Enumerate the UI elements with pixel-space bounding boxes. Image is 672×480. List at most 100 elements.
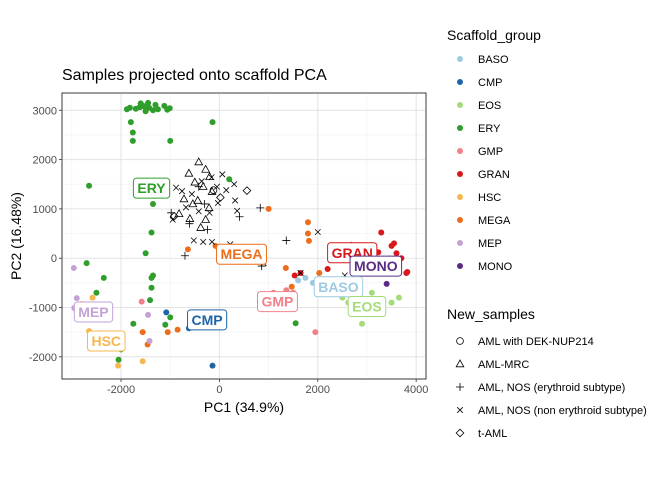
y-tick-label: -1000: [29, 303, 57, 315]
legend-label: AML-MRC: [478, 359, 529, 371]
scaffold-legend: BASO CMP EOS ERY GMP GRAN HSC MEGA MEP MONO: [457, 54, 513, 273]
y-axis: -2000 -1000 0 1000 2000 3000: [29, 105, 62, 364]
scaffold-point-mega: [265, 205, 272, 212]
group-label-text: MEP: [78, 304, 108, 320]
legend-key-mep: [457, 240, 463, 246]
scaffold-point-gmp: [138, 298, 145, 305]
scaffold-point-baso: [295, 277, 302, 284]
legend-key-cmp: [457, 79, 463, 85]
sample-marker-triangle: [188, 199, 198, 208]
y-tick-label: 2000: [33, 155, 57, 167]
legend-key-plus-icon: [456, 383, 464, 391]
scaffold-point-ery: [127, 119, 134, 126]
scaffold-point-ery: [166, 105, 173, 112]
scaffold-point-gran: [403, 269, 410, 276]
plot-panel-border: [61, 92, 427, 380]
sample-marker-triangle: [207, 186, 217, 195]
group-label-mono: MONO: [349, 255, 403, 277]
legend-label: ERY: [478, 123, 501, 135]
scaffold-point-mono: [383, 280, 390, 287]
group-label-box: [187, 309, 228, 331]
sample-marker-x: [213, 183, 221, 190]
legend-item-sample-diamond: t-AML: [455, 428, 507, 440]
scaffold-point-ery: [129, 137, 136, 144]
sample-marker-plus: [200, 199, 209, 208]
scaffold-point-hsc: [89, 294, 96, 301]
sample-marker-triangle: [204, 203, 214, 212]
scaffold-point-ery: [93, 289, 100, 296]
legend-key-gmp: [457, 148, 463, 154]
scaffold-point-mega: [288, 283, 295, 290]
sample-marker-plus: [194, 182, 203, 191]
sample-marker-plus: [256, 203, 265, 212]
scaffold-point-mega: [305, 237, 312, 244]
legend-key-ery: [457, 125, 463, 131]
group-label-box: [86, 330, 126, 352]
samples-legend-title: New_samples: [447, 306, 535, 322]
group-label-hsc: HSC: [86, 330, 126, 352]
sample-marker-diamond: [169, 211, 179, 221]
samples-legend: AML with DEK-NUP214 AML-MRC AML, NOS (eryt…: [455, 336, 647, 440]
sample-marker-triangle: [190, 177, 200, 186]
scaffold-point-ery: [292, 320, 299, 327]
legend-item-sample-circle: AML with DEK-NUP214: [456, 336, 594, 348]
sample-marker-x: [188, 191, 195, 198]
sample-marker-plus: [180, 251, 189, 260]
group-label-text: HSC: [91, 333, 121, 349]
legend-label: AML, NOS (non erythroid subtype): [478, 405, 647, 417]
scaffold-point-eos: [359, 320, 366, 327]
sample-marker-x: [182, 204, 190, 211]
legend-item-mep: MEP: [457, 238, 502, 250]
scaffold-point-eos: [388, 299, 395, 306]
scaffold-point-ery: [130, 320, 137, 327]
scaffold-point-cmp: [163, 309, 170, 316]
sample-marker-x: [234, 207, 241, 214]
y-tick-label: 1000: [33, 204, 57, 216]
group-label-box: [73, 301, 114, 323]
new-sample-markers: [157, 157, 400, 279]
sample-marker-x: [169, 216, 176, 223]
sample-marker-triangle: [174, 208, 184, 218]
legend-label: EOS: [478, 100, 501, 112]
sample-marker-x: [206, 209, 213, 216]
scaffold-point-ery: [148, 284, 155, 291]
scaffold-point-ery: [83, 260, 90, 267]
scaffold-point-mega: [164, 329, 171, 336]
sample-marker-x: [297, 269, 304, 277]
group-label-eos: EOS: [347, 296, 387, 318]
scaffold-point-ery: [126, 104, 133, 111]
legend-item-cmp: CMP: [457, 77, 502, 89]
group-label-box: [347, 296, 387, 318]
scaffold-point-ery: [152, 101, 159, 108]
scaffold-point-ery: [142, 250, 149, 257]
legend-key-diamond-icon: [455, 428, 465, 438]
scaffold-point-gran: [324, 266, 331, 273]
legend-item-eos: EOS: [457, 100, 501, 112]
scaffold-point-ery: [226, 176, 233, 183]
legend-item-baso: BASO: [457, 54, 509, 66]
legend-key-mega: [457, 217, 463, 223]
group-label-text: CMP: [192, 312, 223, 328]
scaffold-point-gran: [391, 240, 398, 247]
legend-label: MONO: [478, 261, 513, 273]
legend-item-sample-triangle: AML-MRC: [455, 359, 529, 371]
scaffold-point-cmp: [209, 362, 216, 369]
sample-marker-plus: [235, 212, 244, 221]
scaffold-point-mega: [184, 246, 191, 253]
sample-marker-triangle: [184, 168, 194, 177]
sample-marker-x: [198, 178, 205, 185]
group-label-text: GMP: [262, 294, 294, 310]
group-label-box: [313, 276, 364, 298]
scaffold-point-mega: [282, 265, 289, 272]
scaffold-point-mep: [146, 338, 153, 345]
sample-marker-triangle: [193, 195, 203, 204]
legend-label: MEP: [478, 238, 502, 250]
scaffold-point-mep: [70, 265, 77, 272]
group-label-box: [257, 291, 298, 313]
sample-marker-x: [200, 238, 207, 245]
legend-item-sample-x: AML, NOS (non erythroid subtype): [456, 405, 647, 417]
legend-label: t-AML: [478, 428, 507, 440]
scaffold-point-gran: [393, 250, 400, 257]
